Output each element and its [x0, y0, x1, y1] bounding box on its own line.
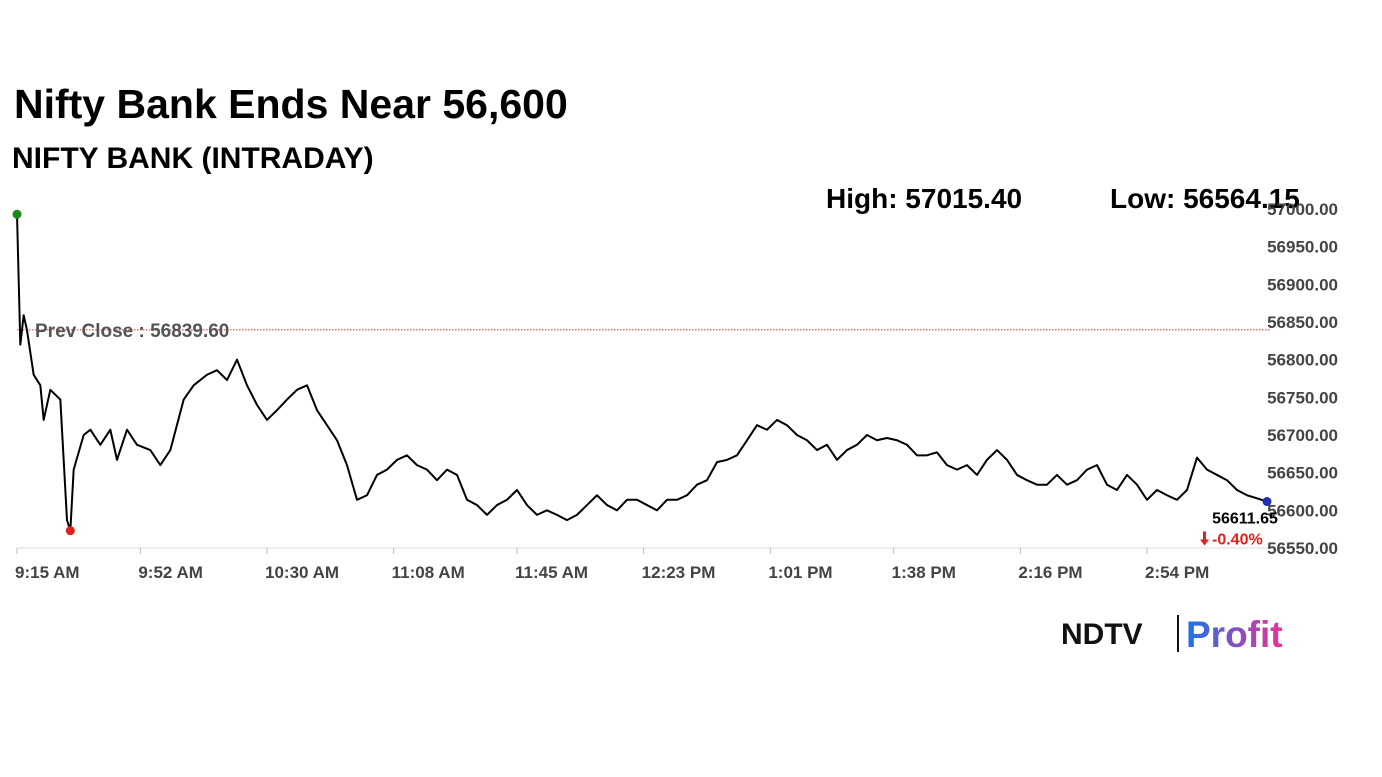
y-tick-label: 56600.00	[1267, 501, 1338, 520]
y-tick-label: 56750.00	[1267, 388, 1338, 407]
last-marker	[1262, 497, 1272, 507]
low-marker	[65, 526, 75, 536]
plot-area: 56550.00 56600.00 56650.00 56700.00 56750.00…	[12, 200, 1338, 582]
y-tick-label: 56850.00	[1267, 313, 1338, 332]
prev-close-label: Prev Close : 56839.60	[35, 321, 229, 342]
x-tick-label: 9:52 AM	[138, 563, 203, 582]
change-arrow	[1200, 531, 1209, 546]
y-tick-label: 56550.00	[1267, 539, 1338, 558]
chart-title: Nifty Bank Ends Near 56,600	[14, 81, 568, 127]
high-label: High: 57015.40	[826, 183, 1022, 214]
chart-subtitle: NIFTY BANK (INTRADAY)	[12, 142, 374, 175]
y-tick-label: 56800.00	[1267, 351, 1338, 370]
last-price-label: 56611.65	[1212, 511, 1278, 528]
x-tick-label: 10:30 AM	[265, 563, 339, 582]
high-marker	[12, 209, 22, 219]
low-label: Low: 56564.15	[1110, 183, 1300, 214]
x-tick-label: 1:38 PM	[892, 563, 956, 582]
change-label: -0.40%	[1212, 532, 1263, 549]
y-tick-label: 57000.00	[1267, 200, 1338, 219]
y-tick-label: 56900.00	[1267, 275, 1338, 294]
x-tick-label: 9:15 AM	[15, 563, 80, 582]
x-tick-label: 12:23 PM	[642, 563, 716, 582]
x-tick-label: 11:08 AM	[392, 563, 465, 582]
y-tick-label: 56950.00	[1267, 238, 1338, 257]
x-tick-label: 2:16 PM	[1018, 563, 1082, 582]
y-tick-label: 56650.00	[1267, 464, 1338, 483]
logo-product: Profit	[1186, 614, 1283, 655]
x-tick-label: 2:54 PM	[1145, 563, 1209, 582]
y-tick-label: 56700.00	[1267, 426, 1338, 445]
price-line	[16, 214, 1268, 532]
logo-brand: NDTV	[1061, 618, 1143, 651]
x-tick-label: 1:01 PM	[768, 563, 832, 582]
x-tick-label: 11:45 AM	[515, 563, 588, 582]
